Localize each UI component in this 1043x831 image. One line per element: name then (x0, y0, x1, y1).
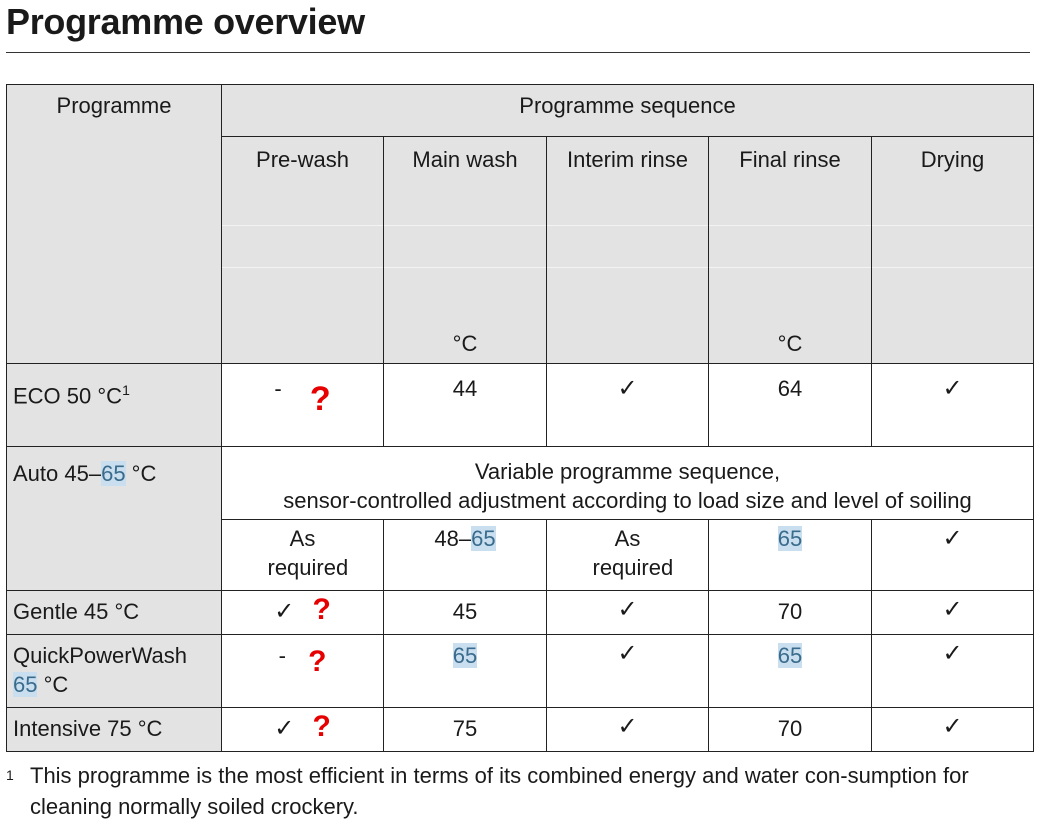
header-interim-rinse-label: Interim rinse (566, 147, 689, 172)
row-label-intensive: Intensive 75 °C (6, 707, 222, 752)
variable-note-line2: sensor-controlled adjustment according t… (283, 488, 972, 513)
cell-value: As required (592, 526, 674, 580)
cell-quickpowerwash-prewash: - ? (221, 634, 384, 708)
header-final-rinse-unit: °C (777, 331, 803, 356)
cell-value: - (278, 643, 286, 668)
footnote-mark: 1 (6, 767, 14, 783)
header-main-wash: Main wash °C (383, 136, 547, 364)
cell-gentle-main-wash: 45 (383, 590, 547, 635)
highlighted-value: 65 (777, 643, 803, 668)
row-name: QuickPowerWash (13, 643, 188, 668)
cell-intensive-drying: ✓ (870, 707, 1035, 752)
cell-gentle-interim-rinse: ✓ (546, 590, 709, 635)
footnote-text: This programme is the most efficient in … (30, 763, 969, 819)
header-drying: Drying (870, 136, 1035, 364)
header-final-rinse: Final rinse °C (708, 136, 872, 364)
table-row-gentle: Gentle 45 °C ✓ ? 45 ✓ 70 ✓ (6, 590, 1035, 635)
header-drying-label: Drying (920, 147, 985, 172)
row-name: Auto 45– (13, 461, 102, 486)
highlighted-value: 65 (452, 643, 478, 668)
check-icon: ✓ (274, 714, 295, 742)
highlighted-value: 65 (13, 672, 38, 697)
question-flag-icon: ? (308, 645, 327, 678)
header-pre-wash-label: Pre-wash (256, 147, 349, 172)
programme-table: Programme Programme sequence Pre-wash Ma… (6, 84, 1035, 752)
highlighted-value: 65 (777, 526, 803, 551)
cell-value: 48– (434, 526, 472, 551)
cell-gentle-drying: ✓ (870, 590, 1035, 635)
cell-eco-final-rinse: 64 (708, 363, 872, 447)
page-title: Programme overview (6, 1, 365, 42)
header-interim-rinse: Interim rinse (546, 136, 709, 364)
check-icon: ✓ (274, 597, 295, 625)
footnote: 1 This programme is the most efficient i… (6, 760, 1026, 822)
cell-eco-interim-rinse: ✓ (546, 363, 709, 447)
cell-eco-drying: ✓ (870, 363, 1035, 447)
cell-auto-interim-rinse: As required (546, 519, 709, 591)
cell-intensive-main-wash: 75 (383, 707, 547, 752)
cell-value: As required (267, 526, 349, 580)
header-programme-sequence: Programme sequence (220, 84, 1035, 137)
table-row-quickpowerwash: QuickPowerWash 65 °C - ? 65 ✓ 65 ✓ (6, 634, 1035, 708)
header-main-wash-unit: °C (452, 331, 478, 356)
auto-variable-note: Variable programme sequence, sensor-cont… (220, 446, 1035, 520)
header-final-rinse-label: Final rinse (739, 147, 841, 172)
footnote-ref: 1 (122, 382, 130, 398)
row-name-suffix: °C (37, 672, 69, 697)
cell-auto-prewash: As required (221, 519, 384, 591)
header-main-wash-label: Main wash (412, 147, 518, 172)
header-pre-wash: Pre-wash (221, 136, 384, 364)
row-label-auto: Auto 45–65 °C (6, 446, 222, 591)
question-flag-icon: ? (312, 593, 331, 626)
question-flag-icon: ? (312, 710, 331, 743)
question-flag-icon: ? (309, 380, 331, 418)
cell-gentle-final-rinse: 70 (708, 590, 872, 635)
cell-auto-drying: ✓ (870, 519, 1035, 591)
table-row-auto: Auto 45–65 °C Variable programme sequenc… (6, 446, 1035, 591)
cell-quickpowerwash-drying: ✓ (870, 634, 1035, 708)
variable-note-line1: Variable programme sequence, (474, 459, 781, 484)
cell-auto-final-rinse: 65 (708, 519, 872, 591)
cell-value: - (274, 376, 282, 401)
row-label-gentle: Gentle 45 °C (6, 590, 222, 635)
cell-quickpowerwash-main-wash: 65 (383, 634, 547, 708)
cell-quickpowerwash-final-rinse: 65 (708, 634, 872, 708)
table-row-eco: ECO 50 °C1 - ? 44 ✓ 64 ✓ (6, 363, 1035, 447)
cell-intensive-final-rinse: 70 (708, 707, 872, 752)
cell-eco-prewash: - ? (221, 363, 384, 447)
cell-intensive-interim-rinse: ✓ (546, 707, 709, 752)
cell-gentle-prewash: ✓ ? (221, 590, 384, 635)
cell-intensive-prewash: ✓ ? (221, 707, 384, 752)
table-row-intensive: Intensive 75 °C ✓ ? 75 ✓ 70 ✓ (6, 707, 1035, 752)
header-programme: Programme (6, 84, 222, 364)
title-divider (6, 52, 1030, 53)
cell-eco-main-wash: 44 (383, 363, 547, 447)
highlighted-value: 65 (101, 461, 126, 486)
row-name: ECO 50 °C (13, 383, 123, 409)
row-label-eco: ECO 50 °C1 (6, 363, 222, 447)
cell-auto-main-wash: 48–65 (383, 519, 547, 591)
row-label-quickpowerwash: QuickPowerWash 65 °C (6, 634, 222, 708)
row-name-suffix: °C (125, 461, 157, 486)
cell-quickpowerwash-interim-rinse: ✓ (546, 634, 709, 708)
highlighted-value: 65 (471, 526, 496, 551)
